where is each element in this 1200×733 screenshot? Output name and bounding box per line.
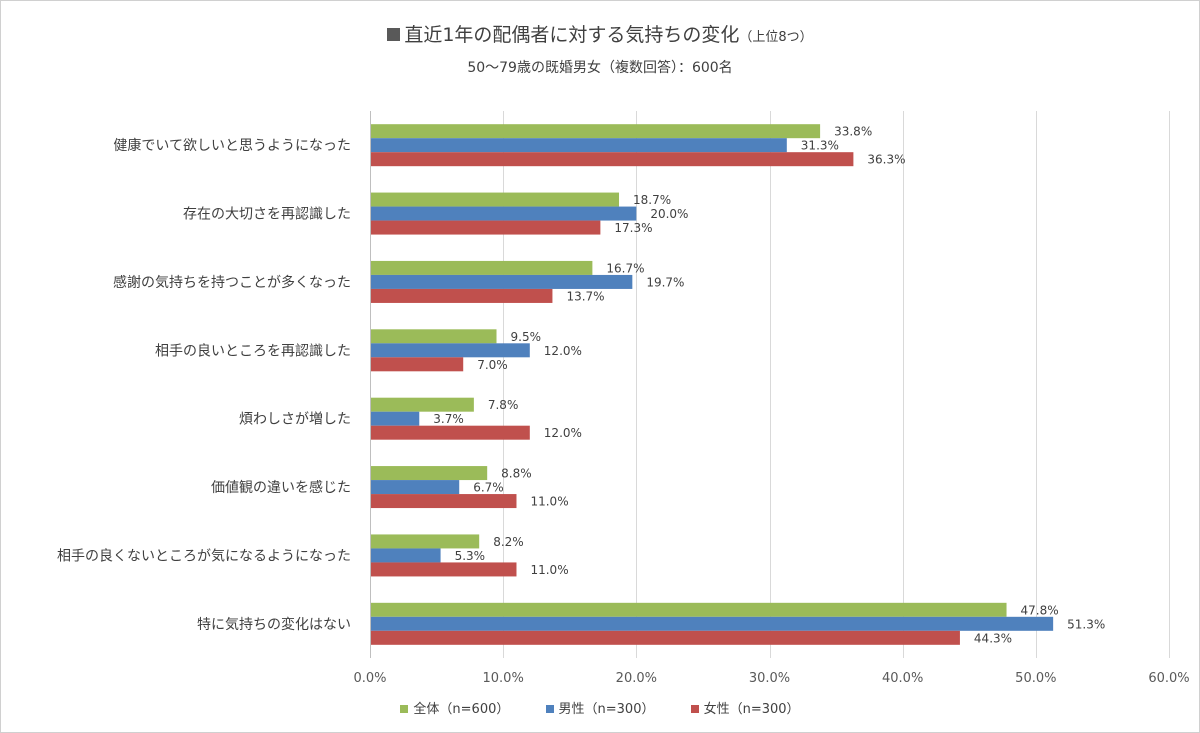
category-label: 煩わしさが増した	[239, 412, 351, 428]
legend-swatch-total	[400, 704, 409, 713]
x-tick-label: 10.0%	[483, 671, 524, 686]
data-label: 51.3%	[1067, 617, 1105, 631]
bar	[370, 124, 821, 139]
data-label: 36.3%	[867, 153, 905, 167]
bar	[370, 562, 517, 577]
data-label: 3.7%	[433, 412, 464, 426]
data-label: 11.0%	[530, 563, 568, 577]
data-label: 12.0%	[544, 426, 582, 440]
bar	[370, 480, 460, 495]
bar	[370, 274, 633, 289]
bar	[370, 220, 601, 235]
data-label: 44.3%	[974, 631, 1012, 645]
x-tick-label: 0.0%	[353, 671, 386, 686]
bar	[370, 466, 488, 481]
category-label: 感謝の気持ちを持つことが多くなった	[113, 274, 351, 291]
bar	[370, 152, 854, 167]
legend-swatch-female	[690, 704, 699, 713]
bar	[370, 329, 497, 344]
data-label: 17.3%	[614, 221, 652, 235]
bar	[370, 357, 464, 372]
data-label: 19.7%	[646, 275, 684, 289]
bar	[370, 343, 530, 358]
x-tick-label: 60.0%	[1148, 671, 1189, 686]
bar	[370, 548, 441, 563]
bar	[370, 616, 1054, 631]
category-label: 価値観の違いを感じた	[211, 479, 351, 496]
data-label: 47.8%	[1021, 603, 1059, 617]
data-label: 13.7%	[566, 289, 604, 303]
chart-subtitle: 50～79歳の既婚男女（複数回答）：600名	[467, 60, 733, 76]
data-label: 33.8%	[834, 125, 872, 139]
legend: 全体（n=600） 男性（n=300） 女性（n=300）	[0, 698, 1200, 717]
data-label: 18.7%	[633, 193, 671, 207]
data-label: 20.0%	[650, 207, 688, 221]
legend-label-total: 全体（n=600）	[413, 702, 510, 717]
category-label: 相手の良いところを再認識した	[155, 343, 351, 359]
bar	[370, 494, 517, 509]
data-label: 12.0%	[544, 344, 582, 358]
category-label: 相手の良くないところが気になるようになった	[57, 548, 351, 564]
bar	[370, 630, 960, 645]
x-tick-label: 30.0%	[749, 671, 790, 686]
data-label: 8.2%	[493, 535, 524, 549]
category-label: 健康でいて欲しいと思うようになった	[113, 137, 351, 154]
legend-item-total: 全体（n=600）	[400, 698, 509, 717]
legend-item-female: 女性（n=300）	[690, 698, 800, 717]
legend-label-female: 女性（n=300）	[703, 702, 800, 717]
bar	[370, 534, 480, 549]
chart-title: 直近1年の配偶者に対する気持ちの変化（上位8つ）	[0, 20, 1200, 47]
bar	[370, 411, 420, 426]
x-tick-label: 20.0%	[616, 671, 657, 686]
x-tick-label: 40.0%	[882, 671, 923, 686]
chart-title-suffix: （上位8つ）	[739, 30, 813, 45]
legend-swatch-male	[545, 704, 554, 713]
data-label: 31.3%	[801, 139, 839, 153]
bar	[370, 288, 553, 303]
category-label: 特に気持ちの変化はない	[197, 616, 351, 633]
bar	[370, 138, 787, 153]
legend-label-male: 男性（n=300）	[558, 702, 655, 717]
bar	[370, 397, 474, 412]
category-label: 存在の大切さを再認識した	[183, 207, 351, 223]
bar	[370, 425, 530, 440]
bar	[370, 602, 1007, 617]
data-label: 9.5%	[511, 330, 541, 344]
data-label: 6.7%	[473, 481, 504, 495]
data-label: 7.0%	[477, 358, 508, 372]
data-label: 11.0%	[530, 495, 568, 509]
title-square-icon	[387, 28, 401, 41]
data-label: 16.7%	[606, 261, 644, 275]
x-tick-label: 50.0%	[1015, 671, 1056, 686]
chart-title-text: 直近1年の配偶者に対する気持ちの変化	[404, 24, 740, 46]
bar	[370, 192, 620, 207]
bar	[370, 206, 637, 221]
data-label: 7.8%	[488, 398, 519, 412]
data-label: 5.3%	[455, 549, 486, 563]
data-label: 8.8%	[501, 467, 531, 481]
bar	[370, 260, 593, 275]
legend-item-male: 男性（n=300）	[545, 698, 655, 717]
